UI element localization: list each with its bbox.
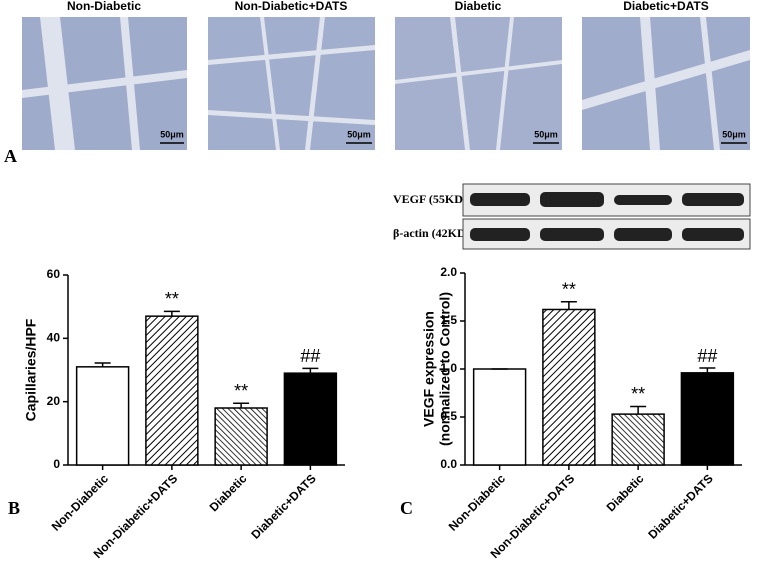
significance-label: ## [300,346,320,366]
scale-bar-label: 50μm [160,129,184,139]
y-axis-label: VEGF expression [421,311,437,427]
y-axis-label: Capillaries/HPF [23,318,39,421]
scale-bar-label: 50μm [534,129,558,139]
y-tick-label: 0 [53,457,60,471]
x-tick-label: Diabetic [207,471,250,514]
y-tick-label: 1.0 [440,361,457,375]
bar [542,308,596,466]
bar [680,372,735,466]
micrograph-title: Non-Diabetic+DATS [235,0,348,13]
error-bar [302,367,319,374]
micrograph-title: Non-Diabetic [67,0,141,13]
significance-label: ## [697,346,717,366]
blot-label: VEGF (55KD) [393,192,467,206]
micrograph-title: Diabetic+DATS [623,0,708,13]
error-bar [630,405,647,415]
y-tick-label: 1.5 [440,313,457,327]
x-tick-label: Non-Diabetic [446,471,508,533]
significance-label: ** [631,384,645,404]
micrograph-title: Diabetic [455,0,502,13]
error-bar [560,301,577,310]
y-tick-label: 60 [47,267,61,281]
scale-bar-label: 50μm [722,129,746,139]
western-blot: VEGF (55KD) β-actin (42KD) [393,183,751,250]
bar [145,315,199,466]
micrograph: Non-Diabetic+DATS 50μm [208,0,375,150]
y-tick-label: 2.0 [440,265,457,279]
x-tick-label: Non-Diabetic [49,471,111,533]
micrograph: Diabetic+DATS 50μm [582,0,750,150]
error-bar [699,367,716,373]
x-tick-label: Diabetic+DATS [248,471,318,541]
blot-label: β-actin (42KD) [393,226,470,240]
y-tick-label: 20 [47,394,61,408]
scale-bar-label: 50μm [347,129,371,139]
panel-letter: B [8,498,20,518]
micrograph: Diabetic 50μm [395,0,562,150]
bar [75,366,130,466]
error-bar [94,362,111,367]
bar [611,413,665,466]
significance-label: ** [234,381,248,401]
micrograph: Non-Diabetic 50μm [22,0,187,150]
x-tick-label: Diabetic [604,471,647,514]
error-bar [233,402,250,408]
panel-letter: C [400,498,413,518]
significance-label: ** [562,280,576,300]
y-tick-label: 40 [47,331,61,345]
panel-letter: A [4,146,17,166]
bar [214,407,268,466]
x-tick-label: Diabetic+DATS [645,471,715,541]
bar [283,372,338,466]
error-bar [163,310,180,317]
y-tick-label: 0.0 [440,457,457,471]
bar [472,368,527,466]
significance-label: ** [165,289,179,309]
y-tick-label: 0.5 [440,409,457,423]
y-axis-label: (normalized to Control) [437,292,453,446]
